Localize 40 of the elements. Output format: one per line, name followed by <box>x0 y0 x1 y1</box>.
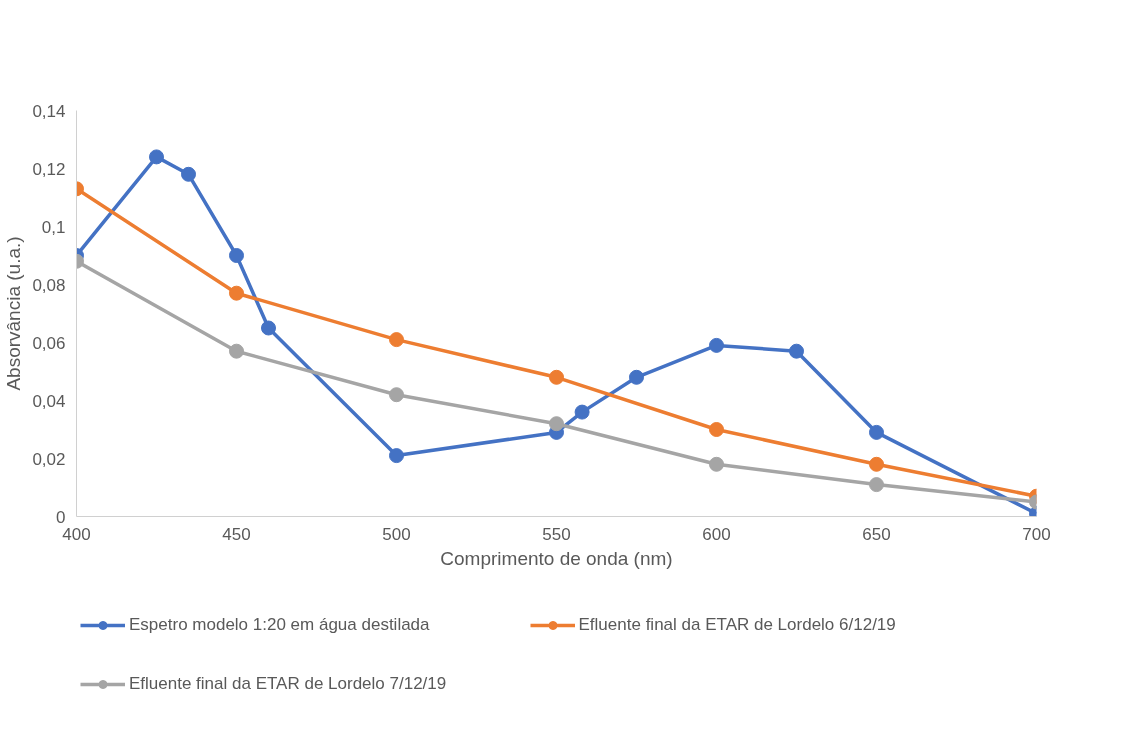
y-tick-label: 0,06 <box>32 333 66 353</box>
point <box>869 456 884 472</box>
point <box>709 337 724 353</box>
point <box>181 166 196 182</box>
x-tick-label: 550 <box>542 524 571 544</box>
point <box>549 416 564 432</box>
point <box>229 285 244 301</box>
y-tick-label: 0,12 <box>32 159 66 179</box>
point <box>869 424 884 440</box>
point <box>389 448 404 464</box>
x-tick-label: 500 <box>382 524 411 544</box>
point <box>629 369 644 385</box>
y-tick-label: 0,04 <box>32 391 66 411</box>
point <box>574 404 590 420</box>
y-tick-label: 0,14 <box>32 101 66 121</box>
legend-label: Efluente final da ETAR de Lordelo 7/12/19 <box>129 674 447 695</box>
x-tick-label: 700 <box>1022 524 1051 544</box>
point <box>229 248 244 263</box>
x-axis-title: Comprimento de onda (nm) <box>440 547 673 569</box>
point <box>261 320 276 336</box>
x-tick-label: 400 <box>62 524 91 544</box>
y-tick-label: 0,02 <box>32 449 66 469</box>
point <box>869 477 884 493</box>
x-tick-label: 600 <box>702 524 731 544</box>
y-tick-label: 0,1 <box>41 217 66 237</box>
y-tick-label: 0 <box>56 507 66 527</box>
y-tick-label: 0,08 <box>32 275 66 295</box>
point <box>149 149 164 165</box>
x-tick-label: 450 <box>222 524 251 544</box>
point <box>549 369 564 385</box>
point <box>389 332 404 348</box>
point <box>389 387 404 403</box>
point <box>709 456 724 472</box>
legend-label: Efluente final da ETAR de Lordelo 6/12/19 <box>578 614 896 635</box>
point <box>229 343 244 359</box>
point <box>709 422 724 437</box>
point <box>789 343 804 359</box>
x-tick-label: 650 <box>862 524 891 544</box>
legend-label: Espetro modelo 1:20 em água destilada <box>129 614 430 635</box>
y-axis-title: Absorvância (u.a.) <box>3 236 25 391</box>
